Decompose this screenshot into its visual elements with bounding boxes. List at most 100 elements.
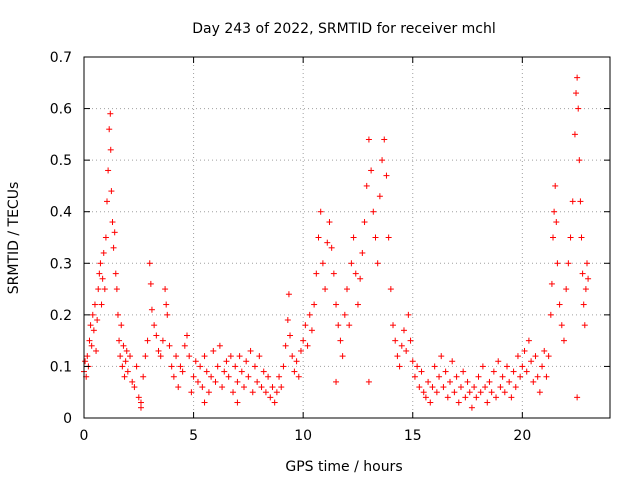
data-point xyxy=(82,358,89,365)
data-point xyxy=(574,394,581,401)
x-tick-label: 5 xyxy=(189,428,198,444)
data-point xyxy=(170,373,177,380)
data-point xyxy=(106,126,113,133)
data-point xyxy=(449,358,456,365)
data-point xyxy=(249,389,256,396)
data-point xyxy=(93,347,100,354)
data-point xyxy=(429,384,436,391)
data-point xyxy=(499,373,506,380)
data-point xyxy=(155,347,162,354)
data-point xyxy=(114,311,121,318)
data-point xyxy=(140,373,147,380)
data-point xyxy=(311,301,318,308)
data-point xyxy=(514,353,521,360)
data-point xyxy=(539,363,546,370)
data-point xyxy=(464,378,471,385)
data-point xyxy=(304,342,311,349)
data-point xyxy=(365,378,372,385)
data-point xyxy=(120,342,127,349)
data-point xyxy=(113,286,120,293)
data-point xyxy=(381,136,388,143)
data-point xyxy=(147,280,154,287)
y-tick-label: 0.4 xyxy=(50,205,72,221)
data-point xyxy=(471,384,478,391)
data-point xyxy=(447,378,454,385)
data-point xyxy=(330,270,337,277)
data-point xyxy=(547,311,554,318)
data-point xyxy=(104,198,111,205)
data-point xyxy=(365,136,372,143)
data-point xyxy=(333,301,340,308)
data-point xyxy=(208,373,215,380)
data-point xyxy=(444,394,451,401)
data-point xyxy=(129,378,136,385)
data-point xyxy=(289,353,296,360)
y-tick-label: 0.5 xyxy=(50,153,72,169)
data-point xyxy=(151,322,158,329)
data-point xyxy=(164,311,171,318)
data-point xyxy=(442,368,449,375)
data-point xyxy=(455,399,462,406)
data-point xyxy=(96,270,103,277)
data-point xyxy=(184,332,191,339)
data-point xyxy=(530,378,537,385)
data-point xyxy=(258,384,265,391)
data-point xyxy=(552,182,559,189)
data-point xyxy=(280,363,287,370)
data-point xyxy=(396,363,403,370)
data-point xyxy=(135,394,142,401)
x-axis-title: GPS time / hours xyxy=(285,459,402,475)
data-point xyxy=(262,389,269,396)
chart-title: Day 243 of 2022, SRMTID for receiver mch… xyxy=(192,21,496,37)
data-point xyxy=(436,373,443,380)
data-point xyxy=(582,286,589,293)
data-point xyxy=(352,270,359,277)
data-point xyxy=(194,378,201,385)
data-point xyxy=(162,286,169,293)
y-axis-title: SRMTID / TECUs xyxy=(6,182,22,295)
data-point xyxy=(216,342,223,349)
data-point xyxy=(368,167,375,174)
data-point xyxy=(550,234,557,241)
data-point xyxy=(563,286,570,293)
data-point xyxy=(460,368,467,375)
data-point xyxy=(256,353,263,360)
plot-frame xyxy=(83,56,611,419)
data-point xyxy=(477,389,484,396)
data-point xyxy=(503,363,510,370)
data-point xyxy=(201,399,208,406)
data-point xyxy=(302,322,309,329)
data-point xyxy=(576,157,583,164)
data-point xyxy=(201,353,208,360)
data-point xyxy=(473,394,480,401)
data-point xyxy=(227,353,234,360)
data-point xyxy=(394,353,401,360)
data-point xyxy=(374,260,381,267)
data-point xyxy=(105,167,112,174)
data-point xyxy=(97,260,104,267)
data-point xyxy=(173,353,180,360)
data-point xyxy=(451,389,458,396)
x-tick-label: 15 xyxy=(404,428,422,444)
data-point xyxy=(556,301,563,308)
data-point xyxy=(350,234,357,241)
data-point xyxy=(560,337,567,344)
data-point xyxy=(144,337,151,344)
data-point xyxy=(501,389,508,396)
data-point xyxy=(269,384,276,391)
data-point xyxy=(232,363,239,370)
data-point xyxy=(462,394,469,401)
data-point xyxy=(124,368,131,375)
data-point xyxy=(574,74,581,81)
y-tick-label: 0 xyxy=(63,411,72,427)
data-point xyxy=(484,399,491,406)
data-point xyxy=(324,239,331,246)
data-point xyxy=(573,90,580,97)
data-point xyxy=(254,378,261,385)
data-point xyxy=(479,363,486,370)
data-point xyxy=(359,249,366,256)
data-point xyxy=(528,358,535,365)
data-point xyxy=(581,322,588,329)
data-point xyxy=(137,399,144,406)
